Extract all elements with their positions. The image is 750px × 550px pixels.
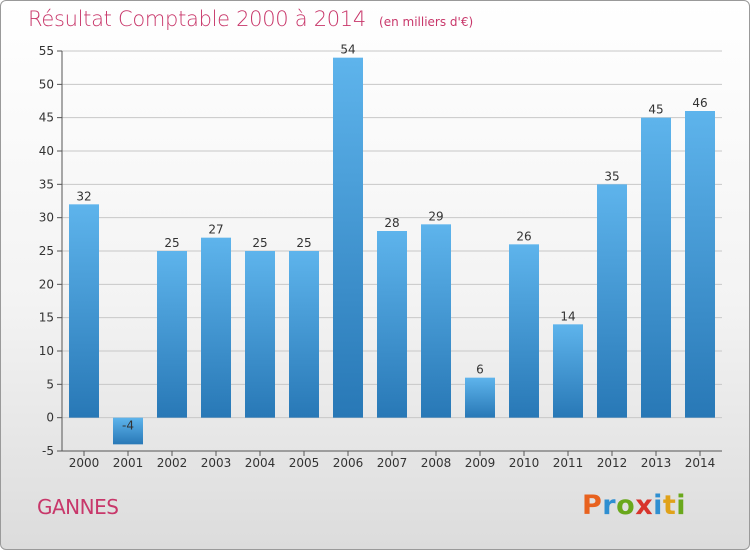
data-label: 29 <box>428 209 443 223</box>
x-tick-label: 2008 <box>421 456 452 470</box>
x-tick-label: 2006 <box>333 456 364 470</box>
y-tick-label: 20 <box>39 277 54 291</box>
bar <box>421 224 451 418</box>
data-label: 25 <box>164 236 179 250</box>
logo-letter: o <box>616 490 636 521</box>
y-tick-label: 10 <box>39 344 54 358</box>
data-label: 54 <box>340 43 355 57</box>
x-tick-label: 2011 <box>553 456 584 470</box>
bar <box>465 377 495 418</box>
bar <box>289 251 319 418</box>
y-tick-label: 40 <box>39 144 54 158</box>
y-tick-label: 55 <box>39 44 54 58</box>
x-tick-label: 2005 <box>289 456 320 470</box>
y-tick-label: 45 <box>39 111 54 125</box>
data-label: 46 <box>692 96 707 110</box>
y-tick-label: -5 <box>42 444 54 458</box>
data-label: -4 <box>122 419 134 433</box>
x-tick-label: 2004 <box>245 456 276 470</box>
y-tick-label: 0 <box>46 411 54 425</box>
x-tick-label: 2010 <box>509 456 540 470</box>
logo-letter: r <box>602 490 617 521</box>
logo-letter: x <box>635 490 654 521</box>
title-row: Résultat Comptable 2000 à 2014 (en milli… <box>28 7 473 31</box>
y-tick-label: 25 <box>39 244 54 258</box>
data-label: 14 <box>560 309 575 323</box>
x-tick-label: 2007 <box>377 456 408 470</box>
bar <box>509 244 539 418</box>
axes: -5 0 5 10 15 20 25 30 35 40 45 50 55 2000 2001 2002 2003… <box>39 44 722 470</box>
data-labels: 32 -4 25 27 25 25 54 28 29 6 26 14 35 45 46 <box>76 43 707 433</box>
x-tick-label: 2002 <box>157 456 188 470</box>
town-name: GANNES <box>37 495 119 519</box>
data-label: 28 <box>384 216 399 230</box>
bar <box>553 324 583 418</box>
data-label: 27 <box>208 223 223 237</box>
data-label: 25 <box>252 236 267 250</box>
bar <box>641 117 671 418</box>
chart-subtitle: (en milliers d'€) <box>379 15 474 29</box>
logo-letter: i <box>676 490 687 521</box>
data-label: 6 <box>476 363 484 377</box>
data-label: 25 <box>296 236 311 250</box>
bar <box>377 231 407 418</box>
logo-letter: t <box>662 490 677 521</box>
x-tick-label: 2003 <box>201 456 232 470</box>
data-label: 26 <box>516 229 531 243</box>
bar <box>685 111 715 418</box>
bar <box>69 204 99 418</box>
x-tick-label: 2014 <box>685 456 716 470</box>
bar <box>333 57 363 418</box>
x-tick-label: 2001 <box>113 456 144 470</box>
logo-letter: i <box>653 490 663 521</box>
bar <box>201 237 231 418</box>
bar <box>245 251 275 418</box>
x-tick-label: 2012 <box>597 456 628 470</box>
y-tick-label: 30 <box>39 211 54 225</box>
y-tick-label: 50 <box>39 77 54 91</box>
chart-title: Résultat Comptable 2000 à 2014 <box>28 7 366 31</box>
y-tick-label: 15 <box>39 311 54 325</box>
data-label: 35 <box>604 169 619 183</box>
proxiti-logo[interactable]: Proxiti <box>582 490 686 521</box>
x-tick-label: 2000 <box>69 456 100 470</box>
logo-letter: P <box>582 490 603 521</box>
bar <box>157 251 187 418</box>
bar <box>113 417 143 445</box>
bar <box>597 184 627 418</box>
y-tick-label: 5 <box>46 377 54 391</box>
data-label: 45 <box>648 103 663 117</box>
data-label: 32 <box>76 189 91 203</box>
x-tick-label: 2009 <box>465 456 496 470</box>
y-tick-label: 35 <box>39 177 54 191</box>
x-tick-label: 2013 <box>641 456 672 470</box>
bars <box>69 57 715 445</box>
